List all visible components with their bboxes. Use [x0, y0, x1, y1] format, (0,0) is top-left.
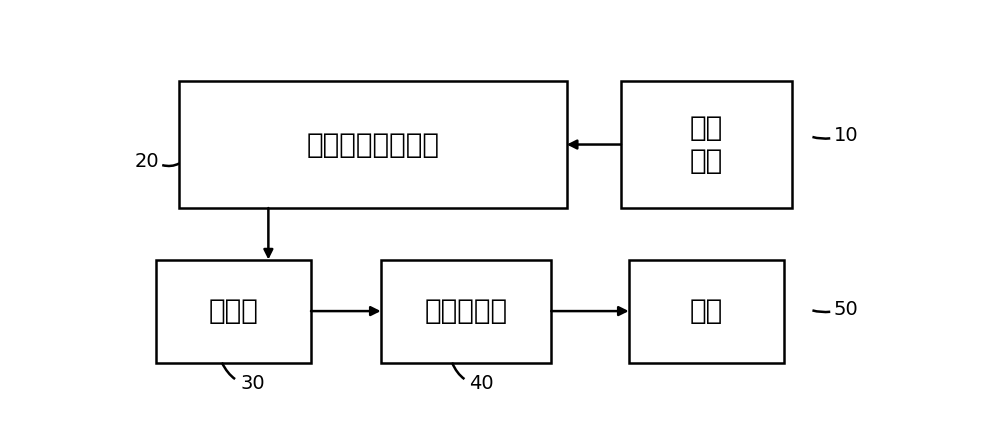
Bar [156, 260, 311, 363]
Text: 控制器: 控制器 [209, 297, 258, 325]
Bar [621, 81, 792, 208]
Text: 植入
电极: 植入 电极 [690, 114, 723, 175]
Text: 光纤: 光纤 [690, 297, 723, 325]
Bar [179, 81, 567, 208]
Bar [629, 260, 784, 363]
Text: 50: 50 [833, 300, 858, 319]
Text: 20: 20 [134, 152, 159, 171]
Text: 30: 30 [241, 374, 265, 393]
Text: 脉冲刺激器: 脉冲刺激器 [424, 297, 508, 325]
Text: 10: 10 [833, 126, 858, 145]
Text: 40: 40 [469, 374, 494, 393]
Text: 生物数据记录装置: 生物数据记录装置 [306, 131, 440, 158]
Bar [381, 260, 551, 363]
